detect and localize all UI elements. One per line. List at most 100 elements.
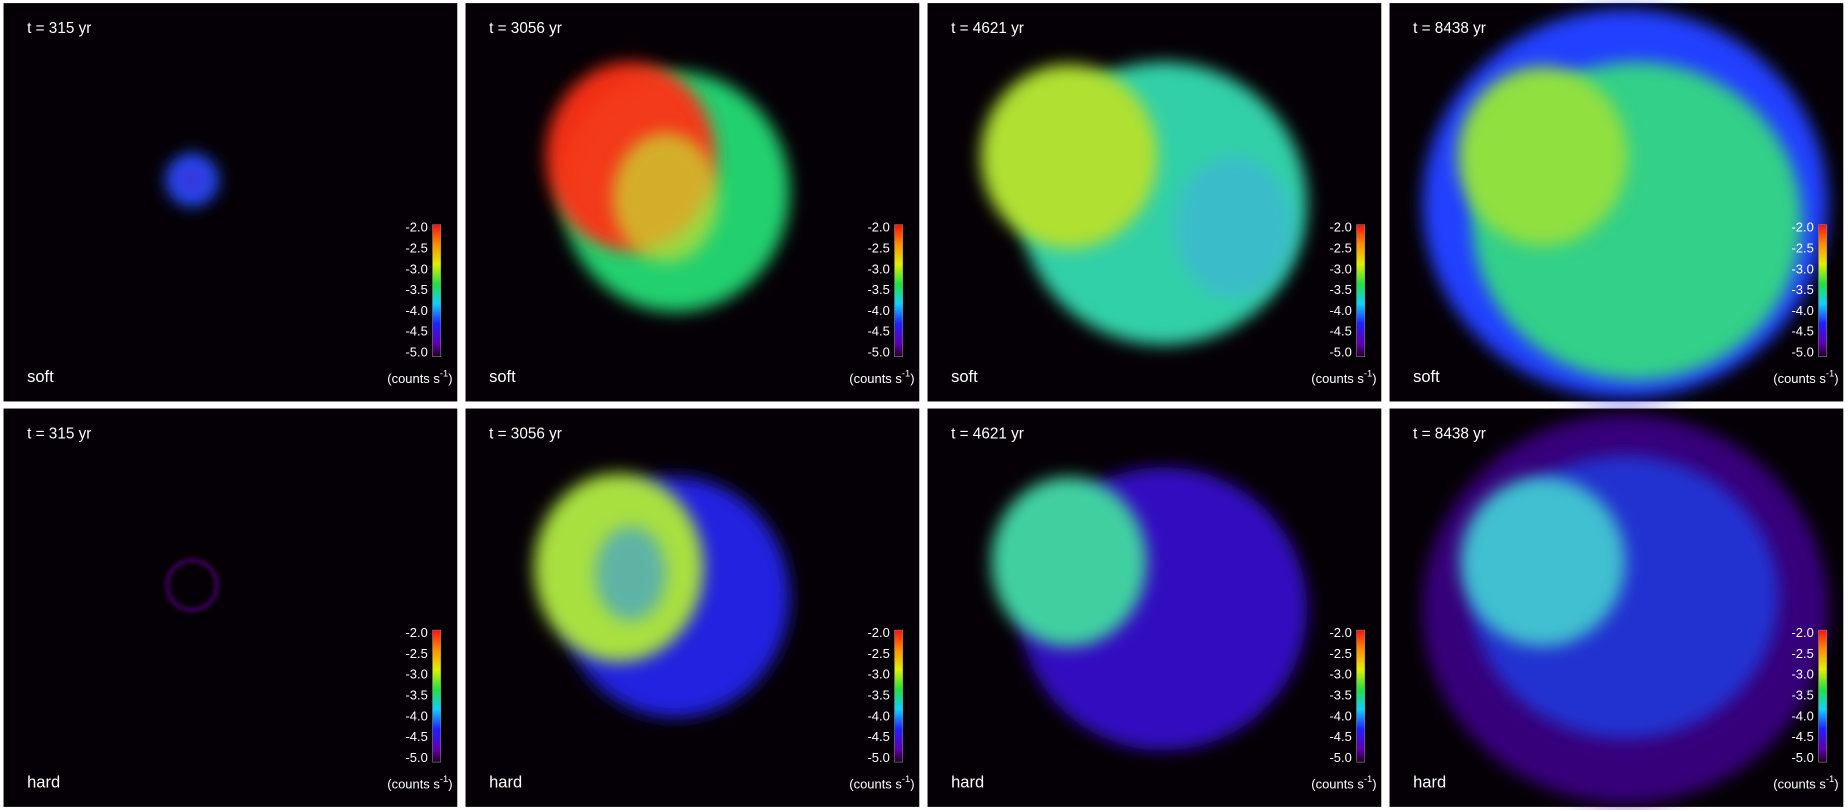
emission-region	[980, 64, 1158, 249]
colorbar-tick-label: -5.0	[1329, 345, 1351, 360]
colorbar	[1356, 224, 1366, 357]
colorbar-tick-label: -4.0	[1791, 708, 1813, 723]
time-label: t = 8438 yr	[1413, 20, 1486, 37]
unit-text: )	[448, 777, 452, 792]
colorbar-unit: (counts s-1)	[1311, 773, 1376, 792]
emission-region	[1175, 156, 1293, 298]
colorbar-tick-label: -3.0	[1791, 261, 1813, 276]
colorbar-unit: (counts s-1)	[849, 773, 914, 792]
colorbar-tick-label: -3.0	[867, 667, 889, 682]
unit-text: )	[1834, 777, 1838, 792]
emission-region	[991, 476, 1147, 647]
colorbar-tick-label: -4.5	[1329, 324, 1351, 339]
unit-exponent: -1	[1364, 368, 1372, 379]
colorbar-tick-label: -5.0	[867, 345, 889, 360]
colorbar-tick-label: -2.0	[1329, 220, 1351, 235]
colorbar-unit: (counts s-1)	[1311, 368, 1376, 387]
band-label: hard	[951, 774, 984, 792]
unit-text: )	[910, 372, 914, 387]
emission-ring	[166, 559, 219, 612]
colorbar-tick-label: -4.5	[1791, 729, 1813, 744]
colorbar	[1818, 224, 1828, 357]
unit-text: )	[910, 777, 914, 792]
colorbar-tick-label: -3.5	[867, 688, 889, 703]
band-label: soft	[27, 368, 54, 386]
time-label: t = 4621 yr	[951, 426, 1024, 443]
colorbar-tick-label: -3.5	[405, 688, 427, 703]
colorbar-tick-label: -4.0	[1791, 303, 1813, 318]
time-label: t = 4621 yr	[951, 20, 1024, 37]
colorbar-tick-label: -4.5	[1791, 324, 1813, 339]
panel: t = 3056 yr hard -2.0 -2.5 -3.0 -3.5 -4.0 -4.5 -…	[465, 408, 920, 807]
colorbar-tick-label: -4.5	[405, 729, 427, 744]
emission-region	[175, 163, 209, 197]
unit-exponent: -1	[440, 773, 448, 784]
colorbar-tick-label: -4.5	[867, 729, 889, 744]
colorbar-tick-label: -2.5	[1329, 646, 1351, 661]
unit-exponent: -1	[902, 773, 910, 784]
panel: t = 315 yr soft -2.0 -2.5 -3.0 -3.5 -4.0 -4.5 -5…	[3, 3, 458, 402]
colorbar-tick-label: -2.5	[1329, 240, 1351, 255]
colorbar-tick-label: -4.0	[867, 708, 889, 723]
band-label: soft	[951, 368, 978, 386]
colorbar-tick-label: -3.0	[1329, 261, 1351, 276]
colorbar-tick-label: -2.0	[867, 625, 889, 640]
time-label: t = 3056 yr	[489, 20, 562, 37]
colorbar-tick-label: -5.0	[1791, 750, 1813, 765]
unit-text: (counts s	[387, 777, 440, 792]
time-label: t = 3056 yr	[489, 426, 562, 443]
panel-background	[3, 408, 458, 807]
band-label: soft	[1413, 368, 1440, 386]
unit-exponent: -1	[1364, 773, 1372, 784]
colorbar-tick-label: -2.5	[1791, 646, 1813, 661]
unit-text: )	[1372, 372, 1376, 387]
unit-exponent: -1	[1826, 368, 1834, 379]
colorbar-tick-label: -2.5	[867, 240, 889, 255]
panel: t = 4621 yr hard -2.0 -2.5 -3.0 -3.5 -4.0 -4.5 -…	[927, 408, 1382, 807]
panel-background	[3, 3, 458, 402]
colorbar-tick-label: -3.5	[1329, 282, 1351, 297]
unit-text: (counts s	[849, 777, 902, 792]
unit-text: )	[448, 372, 452, 387]
time-label: t = 315 yr	[27, 20, 91, 37]
unit-text: (counts s	[1311, 777, 1364, 792]
colorbar	[894, 629, 904, 763]
colorbar	[432, 224, 442, 357]
panel: t = 315 yr hard -2.0 -2.5 -3.0 -3.5 -4.0 -4.5 -5…	[3, 408, 458, 807]
panel: t = 8438 yr hard -2.0 -2.5 -3.0 -3.5 -4.0 -4.5 -…	[1389, 408, 1844, 807]
panel: t = 3056 yr soft -2.0 -2.5 -3.0 -3.5 -4.0 -4.5 -…	[465, 3, 920, 402]
colorbar-tick-label: -5.0	[1329, 750, 1351, 765]
colorbar-tick-label: -4.5	[405, 324, 427, 339]
unit-text: (counts s	[1311, 372, 1364, 387]
colorbar	[1356, 629, 1366, 763]
colorbar	[432, 629, 442, 763]
band-label: hard	[489, 774, 522, 792]
colorbar-tick-label: -5.0	[405, 750, 427, 765]
colorbar-unit: (counts s-1)	[1773, 773, 1838, 792]
colorbar-tick-label: -4.5	[867, 324, 889, 339]
colorbar-tick-label: -4.0	[1329, 303, 1351, 318]
colorbar-tick-label: -5.0	[867, 750, 889, 765]
colorbar-tick-label: -3.5	[1329, 688, 1351, 703]
colorbar-tick-label: -4.5	[1329, 729, 1351, 744]
band-label: soft	[489, 368, 516, 386]
colorbar-tick-label: -3.0	[1791, 667, 1813, 682]
emission-region	[612, 132, 719, 263]
colorbar-tick-label: -2.5	[405, 240, 427, 255]
emission-region	[1457, 66, 1628, 246]
colorbar-tick-label: -3.5	[867, 282, 889, 297]
colorbar-tick-label: -3.0	[1329, 667, 1351, 682]
unit-exponent: -1	[1826, 773, 1834, 784]
colorbar-tick-label: -5.0	[1791, 345, 1813, 360]
colorbar-tick-label: -4.0	[1329, 708, 1351, 723]
unit-text: (counts s	[1773, 372, 1826, 387]
unit-text: (counts s	[387, 372, 440, 387]
colorbar-tick-label: -2.0	[405, 625, 427, 640]
colorbar-tick-label: -3.0	[405, 667, 427, 682]
band-label: hard	[1413, 774, 1446, 792]
unit-exponent: -1	[440, 368, 448, 379]
colorbar-unit: (counts s-1)	[1773, 368, 1838, 387]
panel: t = 4621 yr soft -2.0 -2.5 -3.0 -3.5 -4.0 -4.5 -…	[927, 3, 1382, 402]
